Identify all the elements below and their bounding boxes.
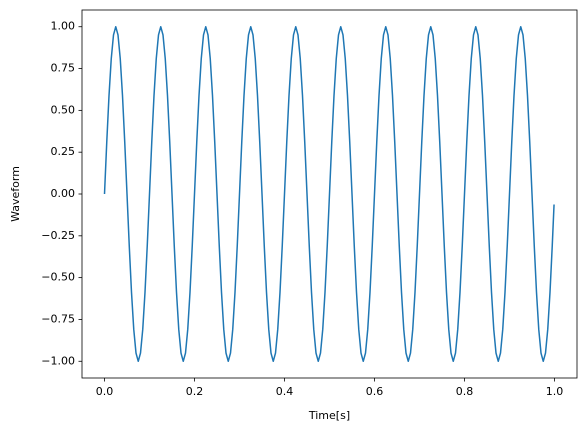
x-tick-label: 0.0 <box>96 385 114 398</box>
y-tick-label: 0.50 <box>51 103 76 116</box>
y-tick-label: 0.25 <box>51 145 76 158</box>
x-tick-label: 0.8 <box>456 385 474 398</box>
waveform-line <box>103 25 555 363</box>
x-tick-label: 0.6 <box>366 385 384 398</box>
y-tick-label: −0.25 <box>41 229 75 242</box>
y-tick-label: −0.50 <box>41 271 75 284</box>
y-tick-label: −1.00 <box>41 354 75 367</box>
y-tick-label: 1.00 <box>51 20 76 33</box>
y-tick-label: −0.75 <box>41 312 75 325</box>
x-tick-label: 0.4 <box>276 385 294 398</box>
x-tick-label: 1.0 <box>546 385 564 398</box>
y-tick-label: 0.00 <box>51 187 76 200</box>
x-tick-label: 0.2 <box>186 385 204 398</box>
y-tick-label: 0.75 <box>51 62 76 75</box>
x-axis-label: Time[s] <box>308 409 350 422</box>
y-axis-label: Waveform <box>9 166 22 222</box>
